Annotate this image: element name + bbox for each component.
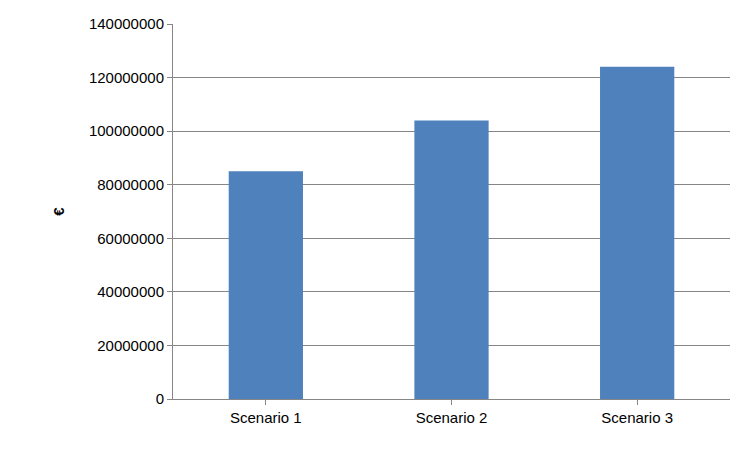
svg-text:Scenario 3: Scenario 3 [601, 409, 673, 426]
svg-text:€: € [50, 207, 67, 216]
svg-text:100000000: 100000000 [89, 122, 164, 139]
svg-text:60000000: 60000000 [97, 230, 164, 247]
svg-text:140000000: 140000000 [89, 15, 164, 32]
svg-text:Scenario 2: Scenario 2 [416, 409, 488, 426]
svg-text:40000000: 40000000 [97, 283, 164, 300]
svg-text:80000000: 80000000 [97, 176, 164, 193]
svg-text:Scenario 1: Scenario 1 [230, 409, 302, 426]
svg-text:20000000: 20000000 [97, 337, 164, 354]
svg-text:120000000: 120000000 [89, 69, 164, 86]
svg-text:0: 0 [156, 390, 164, 407]
